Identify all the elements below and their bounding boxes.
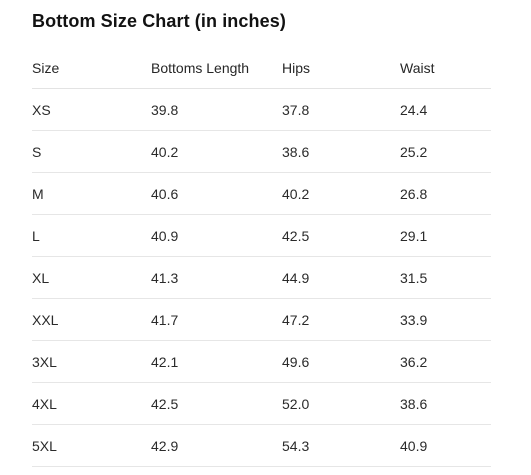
cell-waist: 31.5 — [400, 256, 491, 299]
cell-waist: 26.8 — [400, 172, 491, 215]
cell-hips: 49.6 — [282, 340, 400, 383]
cell-bottoms-length: 41.7 — [151, 298, 282, 341]
column-header-size: Size — [32, 48, 151, 89]
cell-waist: 24.4 — [400, 88, 491, 131]
cell-waist: 25.2 — [400, 130, 491, 173]
cell-hips: 42.5 — [282, 214, 400, 257]
cell-hips: 52.0 — [282, 382, 400, 425]
cell-bottoms-length: 42.1 — [151, 340, 282, 383]
cell-size: 4XL — [32, 382, 151, 425]
table-row: M 40.6 40.2 26.8 — [32, 172, 491, 215]
cell-size: M — [32, 172, 151, 215]
cell-bottoms-length: 41.3 — [151, 256, 282, 299]
cell-size: S — [32, 130, 151, 173]
cell-size: 5XL — [32, 424, 151, 467]
column-header-bottoms-length: Bottoms Length — [151, 48, 282, 89]
table-row: XS 39.8 37.8 24.4 — [32, 88, 491, 131]
table-header-row: Size Bottoms Length Hips Waist — [32, 48, 491, 89]
cell-bottoms-length: 39.8 — [151, 88, 282, 131]
cell-hips: 44.9 — [282, 256, 400, 299]
cell-hips: 37.8 — [282, 88, 400, 131]
cell-bottoms-length: 40.9 — [151, 214, 282, 257]
table-row: XL 41.3 44.9 31.5 — [32, 256, 491, 299]
cell-bottoms-length: 42.5 — [151, 382, 282, 425]
cell-size: L — [32, 214, 151, 257]
size-chart-table: Size Bottoms Length Hips Waist XS 39.8 3… — [32, 48, 491, 467]
cell-waist: 40.9 — [400, 424, 491, 467]
cell-waist: 33.9 — [400, 298, 491, 341]
cell-hips: 47.2 — [282, 298, 400, 341]
table-row: S 40.2 38.6 25.2 — [32, 130, 491, 173]
cell-bottoms-length: 40.2 — [151, 130, 282, 173]
cell-waist: 38.6 — [400, 382, 491, 425]
table-row: XXL 41.7 47.2 33.9 — [32, 298, 491, 341]
cell-hips: 40.2 — [282, 172, 400, 215]
cell-waist: 29.1 — [400, 214, 491, 257]
table-row: 3XL 42.1 49.6 36.2 — [32, 340, 491, 383]
table-row: L 40.9 42.5 29.1 — [32, 214, 491, 257]
table-row: 5XL 42.9 54.3 40.9 — [32, 424, 491, 467]
cell-size: XXL — [32, 298, 151, 341]
cell-waist: 36.2 — [400, 340, 491, 383]
table-row: 4XL 42.5 52.0 38.6 — [32, 382, 491, 425]
cell-size: XL — [32, 256, 151, 299]
cell-size: XS — [32, 88, 151, 131]
cell-size: 3XL — [32, 340, 151, 383]
cell-hips: 54.3 — [282, 424, 400, 467]
column-header-waist: Waist — [400, 48, 491, 89]
column-header-hips: Hips — [282, 48, 400, 89]
cell-hips: 38.6 — [282, 130, 400, 173]
cell-bottoms-length: 42.9 — [151, 424, 282, 467]
page-title: Bottom Size Chart (in inches) — [32, 11, 286, 31]
cell-bottoms-length: 40.6 — [151, 172, 282, 215]
